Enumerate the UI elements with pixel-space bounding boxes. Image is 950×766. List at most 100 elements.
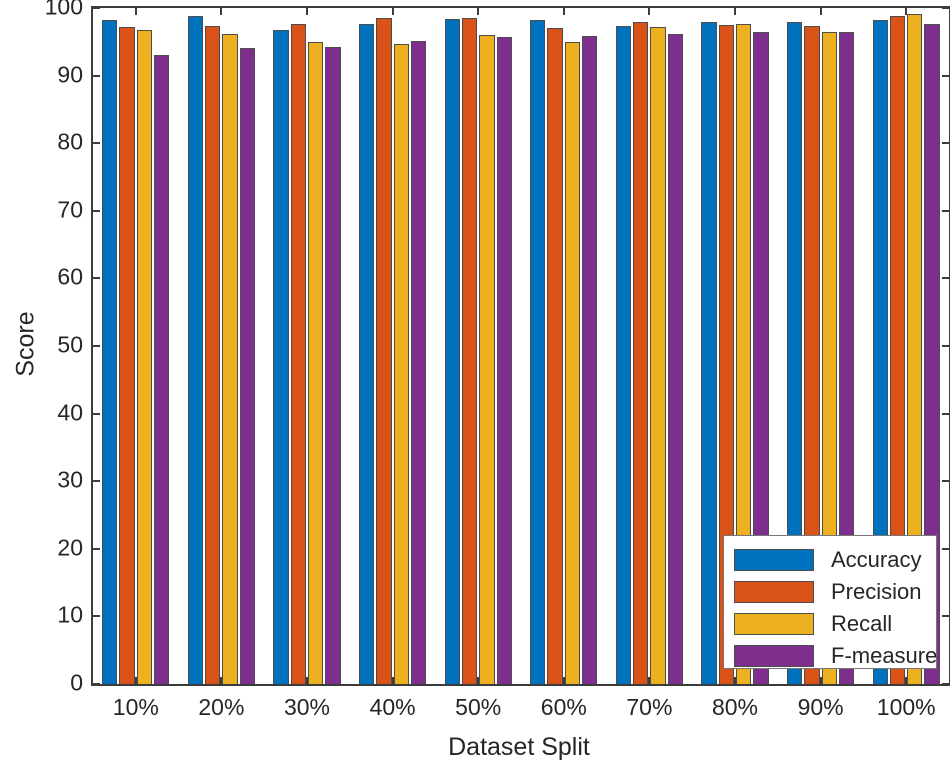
bar-f-measure-60%: [582, 35, 598, 684]
x-tick-mark-top: [819, 8, 822, 15]
y-tick-label: 100: [44, 0, 83, 20]
bar-precision-30%: [290, 24, 307, 684]
y-tick-mark: [93, 7, 100, 9]
y-tick-label: 0: [70, 669, 83, 696]
x-tick-label: 70%: [626, 694, 673, 720]
y-tick-label: 40: [57, 399, 83, 426]
bar-f-measure-20%: [239, 47, 255, 684]
bar-precision-100%: [889, 16, 906, 684]
y-tick-mark: [93, 480, 100, 483]
bar-f-measure-70%: [667, 34, 683, 684]
x-tick-label: 20%: [198, 694, 245, 720]
x-tick-mark-top: [134, 8, 137, 15]
y-tick-mark: [93, 615, 100, 618]
y-tick-mark-right: [942, 142, 949, 145]
x-tick-mark: [905, 677, 908, 684]
bar-recall-70%: [650, 26, 666, 684]
legend-swatch-recall: [734, 613, 814, 635]
y-tick-label: 30: [57, 466, 83, 493]
y-tick-mark-right: [942, 547, 949, 550]
legend-swatch-f-measure: [734, 645, 814, 667]
x-tick-mark-top: [477, 8, 480, 15]
bar-f-measure-90%: [838, 32, 855, 684]
x-tick-mark: [477, 677, 480, 684]
bar-recall-50%: [479, 35, 495, 684]
legend-item-f-measure: F-measure: [734, 640, 937, 672]
legend-label: Recall: [831, 611, 893, 636]
bar-recall-100%: [907, 14, 923, 684]
bar-accuracy-20%: [187, 16, 204, 684]
plot-area: Accuracy Precision Recall F-measure: [91, 6, 950, 686]
y-axis-title: Score: [11, 311, 40, 377]
bar-accuracy-90%: [786, 21, 803, 684]
bar-accuracy-80%: [701, 21, 717, 684]
x-tick-label: 60%: [540, 694, 587, 720]
x-tick-mark: [562, 677, 565, 684]
bar-precision-80%: [718, 24, 734, 684]
y-tick-mark-right: [942, 7, 949, 9]
x-tick-mark: [306, 677, 308, 684]
bar-f-measure-40%: [410, 41, 427, 684]
y-tick-mark-right: [942, 615, 949, 618]
legend-swatch-accuracy: [734, 549, 814, 571]
y-tick-mark: [93, 209, 100, 212]
y-tick-label: 80: [57, 128, 83, 155]
y-tick-mark-right: [942, 277, 949, 280]
y-tick-mark: [93, 547, 100, 550]
bar-f-measure-100%: [924, 23, 940, 684]
x-tick-mark-top: [391, 8, 394, 15]
x-tick-mark-top: [220, 8, 223, 15]
y-tick-mark-right: [942, 480, 949, 483]
bar-f-measure-10%: [154, 55, 170, 684]
bar-precision-60%: [547, 28, 563, 684]
bar-recall-90%: [821, 32, 837, 684]
y-tick-mark-right: [942, 209, 949, 212]
y-tick-mark: [93, 412, 100, 415]
x-tick-label: 50%: [455, 694, 502, 720]
bar-recall-20%: [222, 34, 238, 684]
legend-label: Precision: [831, 579, 922, 604]
bar-f-measure-50%: [496, 37, 512, 684]
bar-f-measure-30%: [325, 47, 341, 684]
y-tick-label: 60: [57, 263, 83, 290]
x-tick-label: 80%: [711, 694, 759, 720]
y-tick-mark: [93, 74, 100, 77]
y-tick-mark-right: [942, 412, 949, 415]
y-tick-label: 50: [57, 331, 83, 358]
bar-recall-40%: [393, 43, 409, 684]
bar-accuracy-100%: [872, 19, 888, 684]
x-axis-title: Dataset Split: [448, 733, 590, 761]
y-tick-label: 20: [57, 534, 83, 561]
bar-precision-90%: [804, 25, 820, 684]
bar-accuracy-60%: [530, 19, 546, 684]
bar-recall-30%: [307, 41, 324, 684]
bar-accuracy-50%: [444, 18, 460, 684]
y-tick-label: 70: [57, 196, 83, 223]
y-tick-mark: [93, 142, 100, 145]
bar-accuracy-40%: [358, 23, 375, 684]
x-tick-mark: [391, 677, 394, 684]
legend-item-precision: Precision: [734, 576, 936, 608]
bar-precision-40%: [376, 18, 392, 684]
x-tick-label: 10%: [112, 694, 159, 720]
y-tick-mark: [93, 345, 100, 347]
bar-precision-10%: [119, 26, 135, 684]
x-tick-label: 90%: [797, 694, 844, 720]
legend-item-accuracy: Accuracy: [734, 544, 936, 576]
bar-accuracy-30%: [273, 30, 289, 684]
x-tick-mark: [220, 677, 223, 684]
x-tick-mark-top: [905, 8, 908, 15]
x-tick-mark: [734, 677, 736, 684]
x-tick-mark: [134, 677, 137, 684]
y-tick-label: 90: [57, 61, 83, 88]
legend-swatch-precision: [734, 581, 814, 603]
bar-recall-80%: [736, 24, 752, 684]
x-tick-mark: [819, 677, 822, 684]
bar-recall-10%: [136, 29, 153, 684]
legend: Accuracy Precision Recall F-measure: [723, 535, 937, 669]
y-tick-mark-right: [942, 345, 949, 347]
y-tick-mark-right: [942, 74, 949, 77]
bar-accuracy-70%: [615, 26, 632, 684]
x-tick-mark-top: [306, 8, 308, 15]
